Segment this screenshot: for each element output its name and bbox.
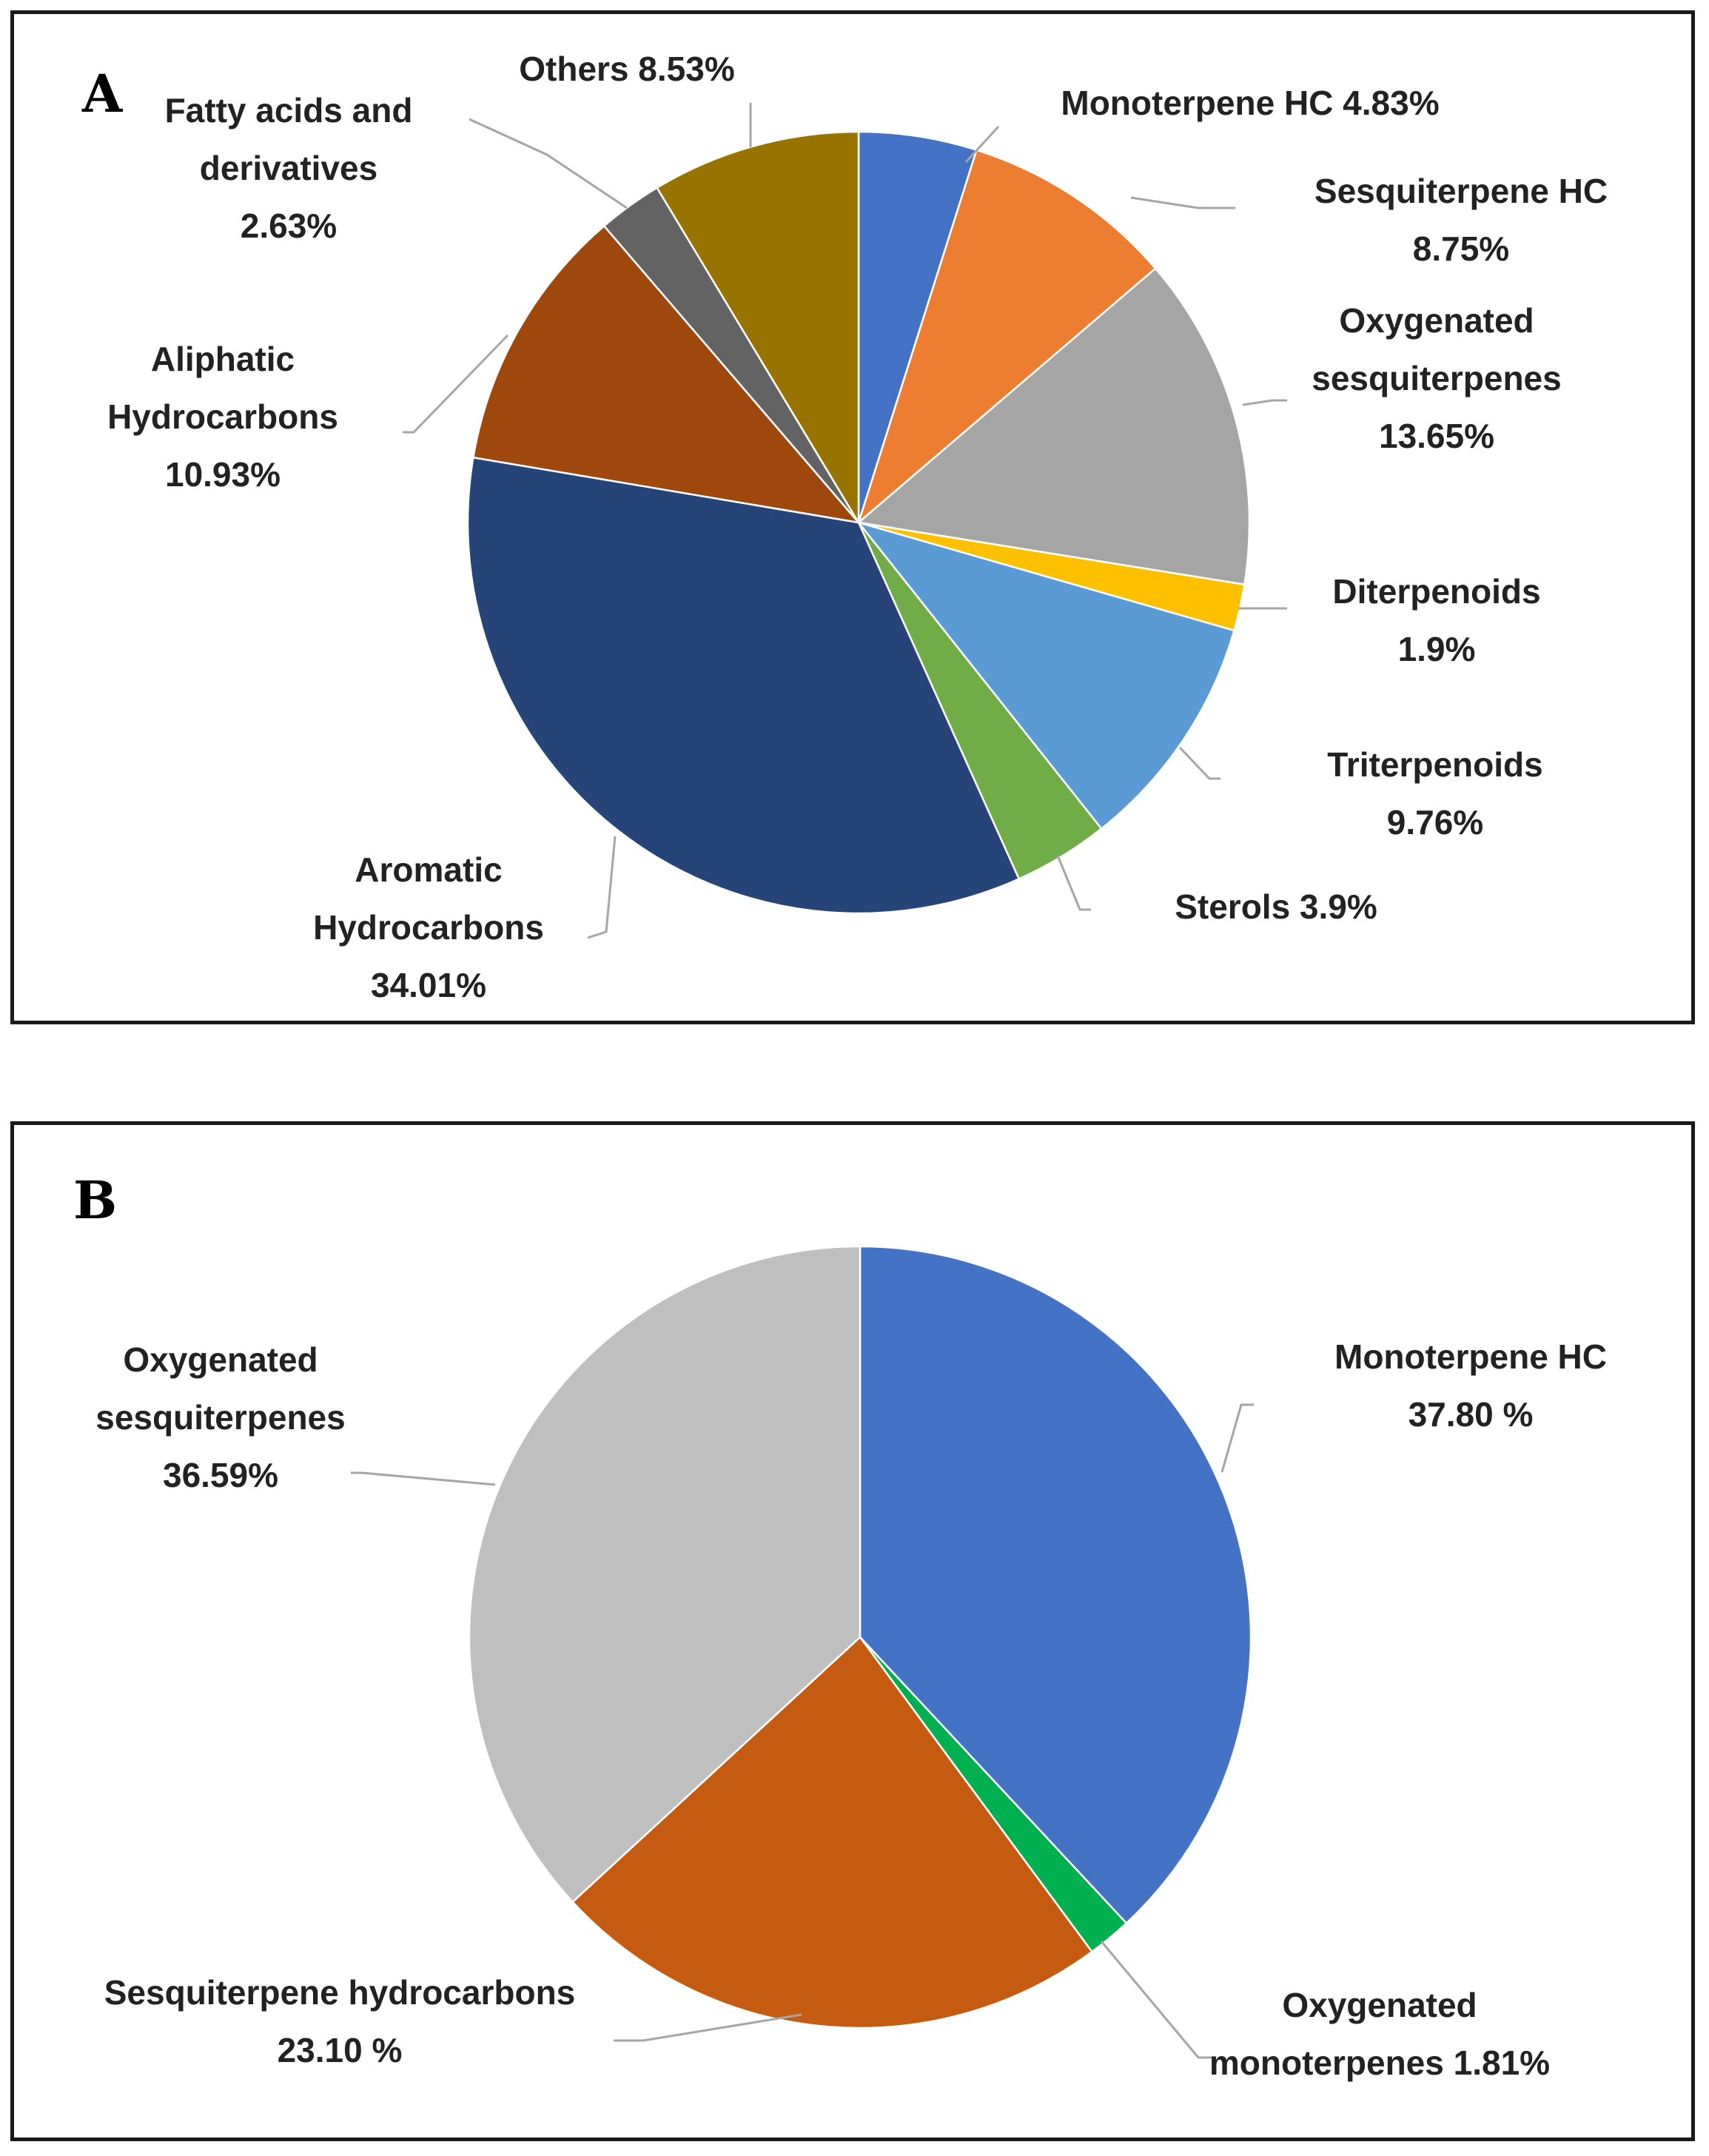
data-label-oxygenated-monoterpenes: Oxygenated monoterpenes 1.81% — [1209, 1986, 1550, 2082]
slice-oxygenated-sesquiterpenes — [468, 1245, 862, 1904]
data-label-monoterpene-hc: Monoterpene HC 4.83% — [1061, 84, 1439, 122]
data-label-aromatic-hydrocarbons: Aromatic Hydrocarbons 34.01% — [313, 850, 544, 1004]
data-label-line: sesquiterpenes — [95, 1398, 345, 1437]
slice-others — [655, 130, 860, 526]
data-label-fatty-acids-and-derivatives: Fatty acids and derivatives 2.63% — [165, 91, 413, 245]
leader-line-oxygenated-sesquiterpenes — [1242, 399, 1287, 406]
leader-line-monoterpene-hc — [964, 125, 1000, 164]
slice-sesquiterpene-hydrocarbons — [571, 1636, 1094, 2029]
pie-labels: Monoterpene HC 37.80 % Oxygenated monoterpe… — [95, 1337, 1607, 2082]
slice-monoterpene-hc — [857, 130, 978, 523]
data-label-line: Hydrocarbons — [313, 908, 544, 947]
data-label-line: Hydrocarbons — [107, 397, 338, 436]
data-label-line: Others 8.53% — [519, 50, 734, 88]
leader-line-oxygenated-sesquiterpenes — [351, 1471, 496, 1486]
data-label-line: 37.80 % — [1409, 1395, 1534, 1434]
leader-line-aromatic-hydrocarbons — [587, 836, 617, 939]
leader-line-monoterpene-hc — [1221, 1403, 1254, 1473]
data-label-line: Monoterpene HC 4.83% — [1061, 84, 1439, 122]
panel-b: Monoterpene HC 37.80 % Oxygenated monoterpe… — [10, 1121, 1695, 2141]
leader-line-oxygenated-monoterpenes — [1100, 1941, 1213, 2059]
data-label-line: Sesquiterpene HC — [1315, 172, 1608, 210]
data-label-line: Monoterpene HC — [1334, 1337, 1607, 1376]
leader-line-sesquiterpene-hydrocarbons — [614, 2013, 802, 2042]
data-label-line: Oxygenated — [123, 1340, 318, 1379]
leader-line-sesquiterpene-hc — [1130, 196, 1235, 209]
data-label-sterols: Sterols 3.9% — [1175, 887, 1377, 926]
panel-b-letter: B — [73, 1169, 117, 1231]
data-label-sesquiterpene-hydrocarbons: Sesquiterpene hydrocarbons 23.10 % — [104, 1973, 576, 2069]
data-label-line: Aliphatic — [151, 340, 295, 378]
pie-slices — [468, 1245, 1252, 2029]
data-label-line: 2.63% — [241, 206, 337, 245]
data-label-line: 1.9% — [1398, 630, 1476, 668]
data-label-line: Fatty acids and — [165, 91, 413, 130]
data-label-line: Triterpenoids — [1327, 745, 1542, 784]
data-label-oxygenated-sesquiterpenes: Oxygenated sesquiterpenes 36.59% — [95, 1340, 345, 1494]
slice-oxygenated-sesquiterpenes — [856, 266, 1251, 586]
pie-slices — [466, 130, 1251, 915]
data-label-line: Sterols 3.9% — [1175, 887, 1377, 926]
data-label-line: monoterpenes 1.81% — [1209, 2044, 1550, 2082]
data-label-line: 34.01% — [371, 966, 486, 1004]
data-label-line: Sesquiterpene hydrocarbons — [104, 1973, 576, 2012]
data-label-line: sesquiterpenes — [1312, 359, 1561, 397]
data-label-aliphatic-hydrocarbons: Aliphatic Hydrocarbons 10.93% — [107, 340, 338, 494]
data-label-line: Oxygenated — [1282, 1986, 1477, 2024]
slice-aliphatic-hydrocarbons — [471, 224, 862, 524]
data-label-line: 13.65% — [1379, 417, 1494, 455]
leader-line-sterols — [1056, 855, 1091, 911]
data-label-line: Aromatic — [355, 850, 502, 889]
data-label-line: Diterpenoids — [1332, 572, 1540, 611]
pie-chart-a: Monoterpene HC 4.83% Sesquiterpene HC 8.75… — [81, 50, 1608, 1004]
data-label-monoterpene-hc: Monoterpene HC 37.80 % — [1334, 1337, 1607, 1434]
leader-line-triterpenoids — [1178, 746, 1221, 780]
slice-aromatic-hydrocarbons — [466, 456, 1021, 915]
data-label-others: Others 8.53% — [519, 50, 734, 88]
slice-triterpenoids — [856, 520, 1235, 830]
pie-chart-b: Monoterpene HC 37.80 % Oxygenated monoterpe… — [73, 1169, 1607, 2082]
data-label-line: 36.59% — [163, 1456, 278, 1494]
data-label-diterpenoids: Diterpenoids 1.9% — [1332, 572, 1540, 668]
data-label-oxygenated-sesquiterpenes: Oxygenated sesquiterpenes 13.65% — [1312, 301, 1561, 455]
panel-a-letter: A — [81, 63, 124, 124]
data-label-line: 10.93% — [165, 455, 281, 494]
leader-line-aliphatic-hydrocarbons — [403, 334, 509, 434]
data-label-line: Oxygenated — [1339, 301, 1534, 340]
data-label-line: 9.76% — [1387, 803, 1483, 842]
panel-a: Monoterpene HC 4.83% Sesquiterpene HC 8.75… — [10, 10, 1695, 1024]
data-label-line: derivatives — [200, 149, 377, 187]
slice-monoterpene-hc — [859, 1245, 1252, 1925]
data-label-triterpenoids: Triterpenoids 9.76% — [1327, 745, 1542, 842]
data-label-line: 23.10 % — [278, 2031, 403, 2069]
pie-labels: Monoterpene HC 4.83% Sesquiterpene HC 8.75… — [107, 50, 1608, 1004]
data-label-sesquiterpene-hc: Sesquiterpene HC 8.75% — [1315, 172, 1608, 268]
slice-sesquiterpene-hc — [856, 149, 1157, 525]
leader-line-fatty-acids-and-derivatives — [469, 118, 628, 209]
data-label-line: 8.75% — [1413, 229, 1509, 268]
